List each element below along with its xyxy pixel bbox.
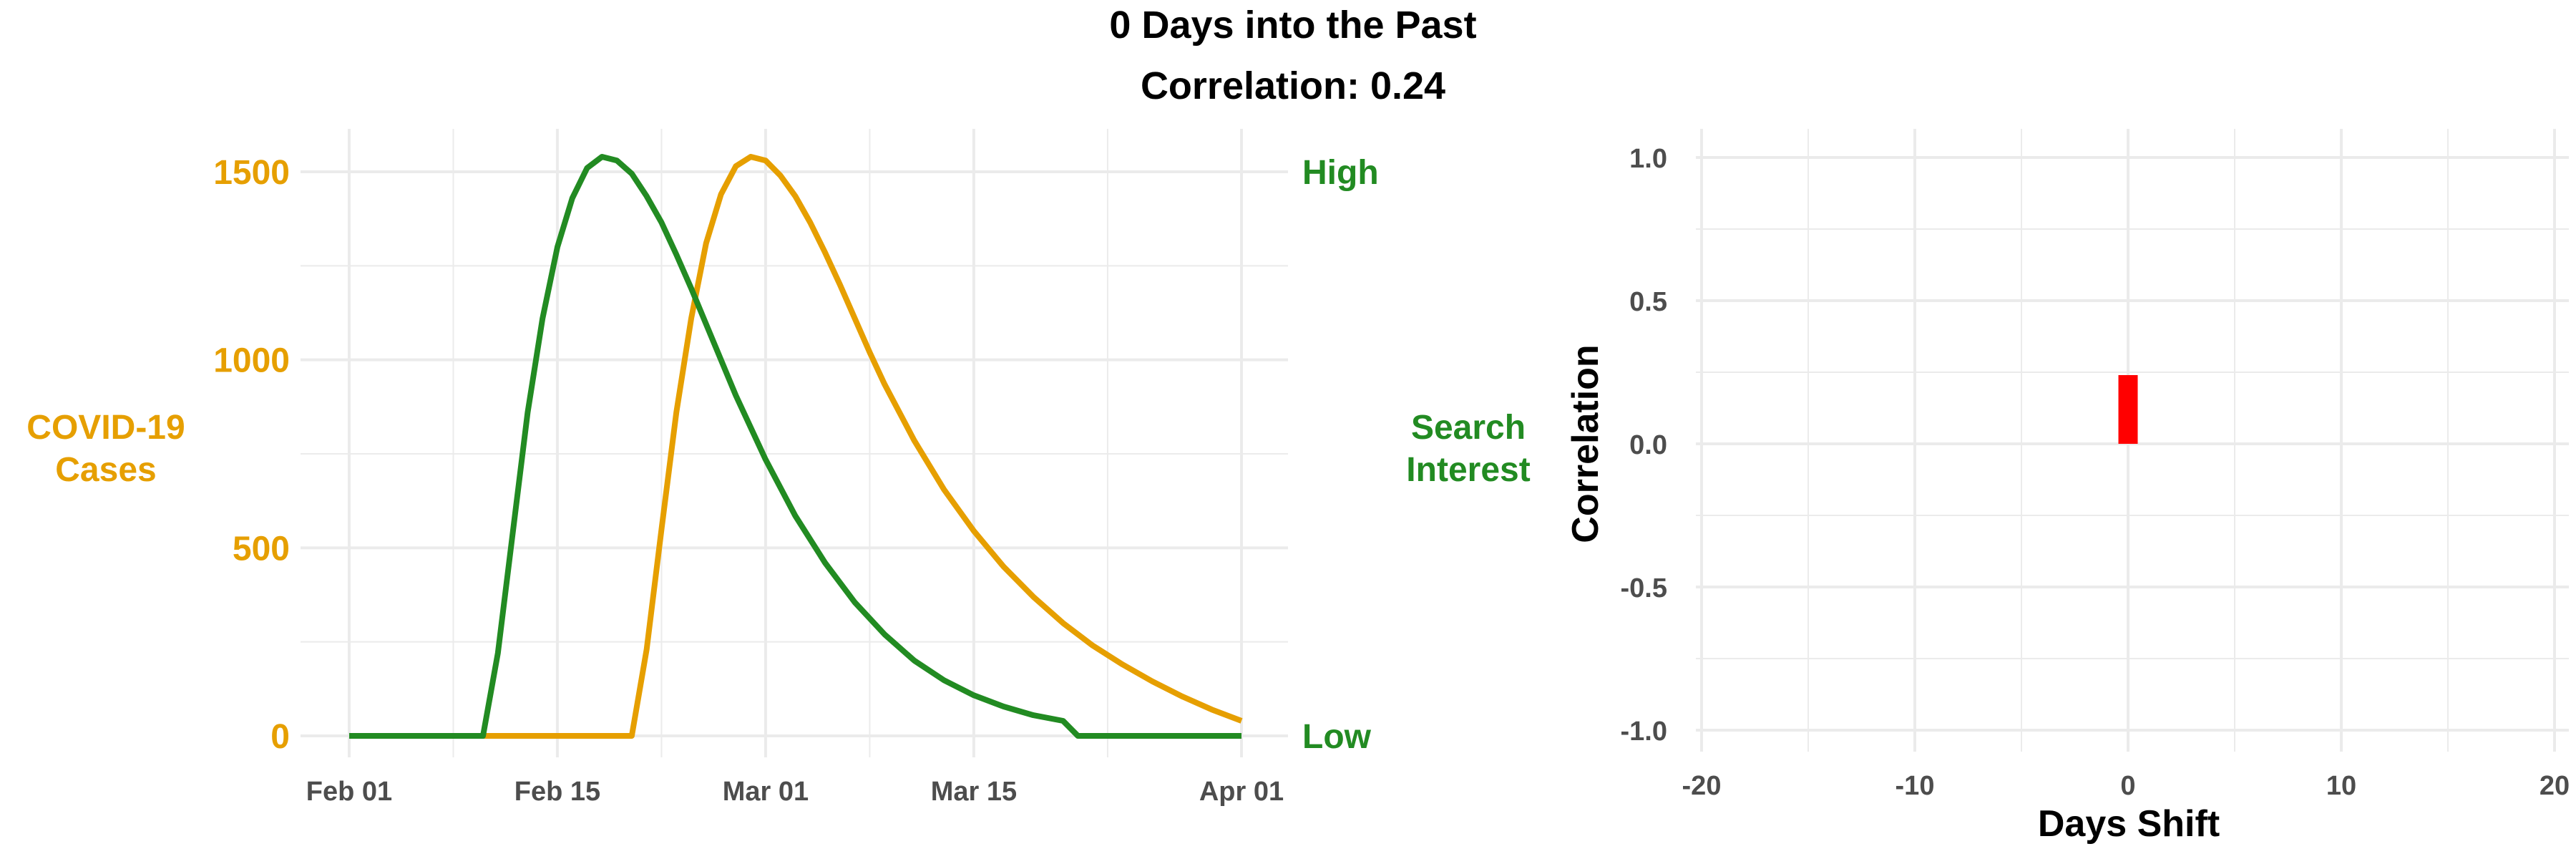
right-y-axis-label-line1: Search: [1411, 409, 1526, 447]
x-tick-label: Feb 01: [306, 777, 392, 807]
left-y-tick-labels: 0 500 1000 1500: [213, 154, 290, 756]
y2-tick-label: Low: [1302, 718, 1372, 756]
y-tick-label: 500: [233, 530, 290, 568]
x-tick-label: 20: [2540, 771, 2570, 801]
left-series-lines: [349, 154, 1243, 739]
y2-tick-label: High: [1302, 154, 1379, 192]
cases-series-line: [349, 154, 1243, 739]
left-y-axis-label-line2: Cases: [55, 451, 156, 489]
y-tick-label: 0.0: [1629, 430, 1667, 460]
x-tick-label: Mar 15: [931, 777, 1017, 807]
y-tick-label: 1500: [213, 154, 290, 192]
correlation-x-axis-label: Days Shift: [2038, 803, 2220, 845]
correlation-y-axis-label: Correlation: [1565, 344, 1606, 543]
search-series-line: [349, 154, 1241, 739]
right-bars: [2118, 375, 2138, 444]
y-tick-label: 1.0: [1629, 144, 1667, 174]
y-tick-label: 0.5: [1629, 287, 1667, 317]
x-tick-label: 10: [2326, 771, 2356, 801]
right-y-tick-labels: -1.0 -0.5 0.0 0.5 1.0: [1621, 144, 1667, 747]
x-tick-label: Feb 15: [514, 777, 600, 807]
chart-title-line2: Correlation: 0.24: [1141, 64, 1445, 107]
correlation-bar: [2118, 375, 2138, 444]
right-x-tick-labels: -20 -10 0 10 20: [1682, 771, 2570, 801]
x-tick-label: -20: [1682, 771, 1722, 801]
correlation-bar-plot: -20 -10 0 10 20 -1.0 -0.5 0.0 0.5 1.0: [1621, 129, 2570, 801]
x-tick-label: -10: [1896, 771, 1935, 801]
chart-title-line1: 0 Days into the Past: [1109, 4, 1476, 47]
right-y-axis-label-line2: Interest: [1406, 451, 1530, 489]
x-tick-label: Mar 01: [723, 777, 809, 807]
left-gridlines: [301, 129, 1288, 757]
left-y2-tick-labels: Low High: [1302, 154, 1379, 756]
left-y-axis-label-line1: COVID-19: [26, 409, 185, 447]
x-tick-label: Apr 01: [1199, 777, 1284, 807]
cases-vs-search-plot: Feb 01 Feb 15 Mar 01 Mar 15 Apr 01 0 500 1000 1…: [213, 129, 1379, 807]
y-tick-label: -0.5: [1621, 573, 1667, 603]
y-tick-label: 1000: [213, 342, 290, 380]
y-tick-label: -1.0: [1621, 717, 1667, 747]
x-tick-label: 0: [2120, 771, 2135, 801]
left-x-tick-labels: Feb 01 Feb 15 Mar 01 Mar 15 Apr 01: [306, 777, 1284, 807]
y-tick-label: 0: [270, 718, 290, 756]
